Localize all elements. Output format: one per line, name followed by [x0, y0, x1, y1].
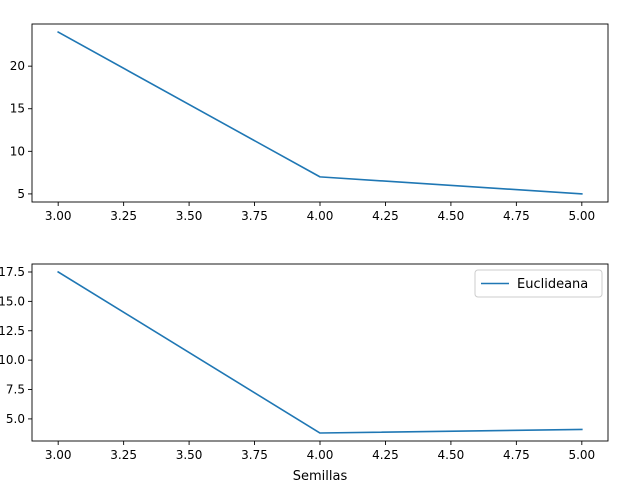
legend: Euclideana — [474, 269, 603, 298]
x-tick-label: 4.75 — [503, 209, 530, 223]
x-tick-label: 3.75 — [241, 448, 268, 462]
x-tick-label: 3.25 — [110, 209, 137, 223]
x-tick-label: 4.25 — [372, 448, 399, 462]
series-line-1 — [57, 31, 583, 195]
y-tick-label: 20 — [10, 59, 25, 73]
x-tick-label: 3.00 — [45, 209, 72, 223]
x-axis-title: Semillas — [293, 469, 348, 480]
x-tick-label: 4.00 — [307, 448, 334, 462]
y-tick-label: 5.0 — [6, 412, 25, 426]
x-tick-label: 4.50 — [438, 448, 465, 462]
y-tick-label: 17.5 — [0, 265, 25, 279]
x-tick-label: 4.50 — [438, 209, 465, 223]
x-tick-label: 3.75 — [241, 209, 268, 223]
y-tick-label: 15 — [10, 102, 25, 116]
subplot-2: 3.00 3.25 3.50 3.75 4.00 4.25 4.50 4.75 5.00 5.0 7… — [0, 263, 609, 480]
x-tick-label: 3.50 — [176, 448, 203, 462]
series-line-1 — [57, 270, 583, 434]
x-tick-label: 3.25 — [110, 448, 137, 462]
legend-label: Euclideana — [517, 277, 588, 292]
subplot-1: 3.00 3.25 3.50 3.75 4.00 4.25 4.50 4.75 5.00 5 10 1… — [10, 23, 609, 223]
x-tick-label: 3.50 — [176, 209, 203, 223]
x-tick-label: 5.00 — [568, 209, 595, 223]
y-tick-label: 7.5 — [6, 383, 25, 397]
legend-box — [474, 269, 603, 298]
y-tick-label: 15.0 — [0, 294, 25, 308]
y-tick-label: 12.5 — [0, 324, 25, 338]
x-tick-label: 3.00 — [45, 448, 72, 462]
x-tick-label: 5.00 — [568, 448, 595, 462]
axes-frame — [31, 23, 609, 203]
y-tick-label: 10.0 — [0, 353, 25, 367]
x-tick-label: 4.25 — [372, 209, 399, 223]
x-tick-label: 4.75 — [503, 448, 530, 462]
y-tick-label: 10 — [10, 144, 25, 158]
y-tick-label: 5 — [17, 187, 25, 201]
x-tick-label: 4.00 — [307, 209, 334, 223]
